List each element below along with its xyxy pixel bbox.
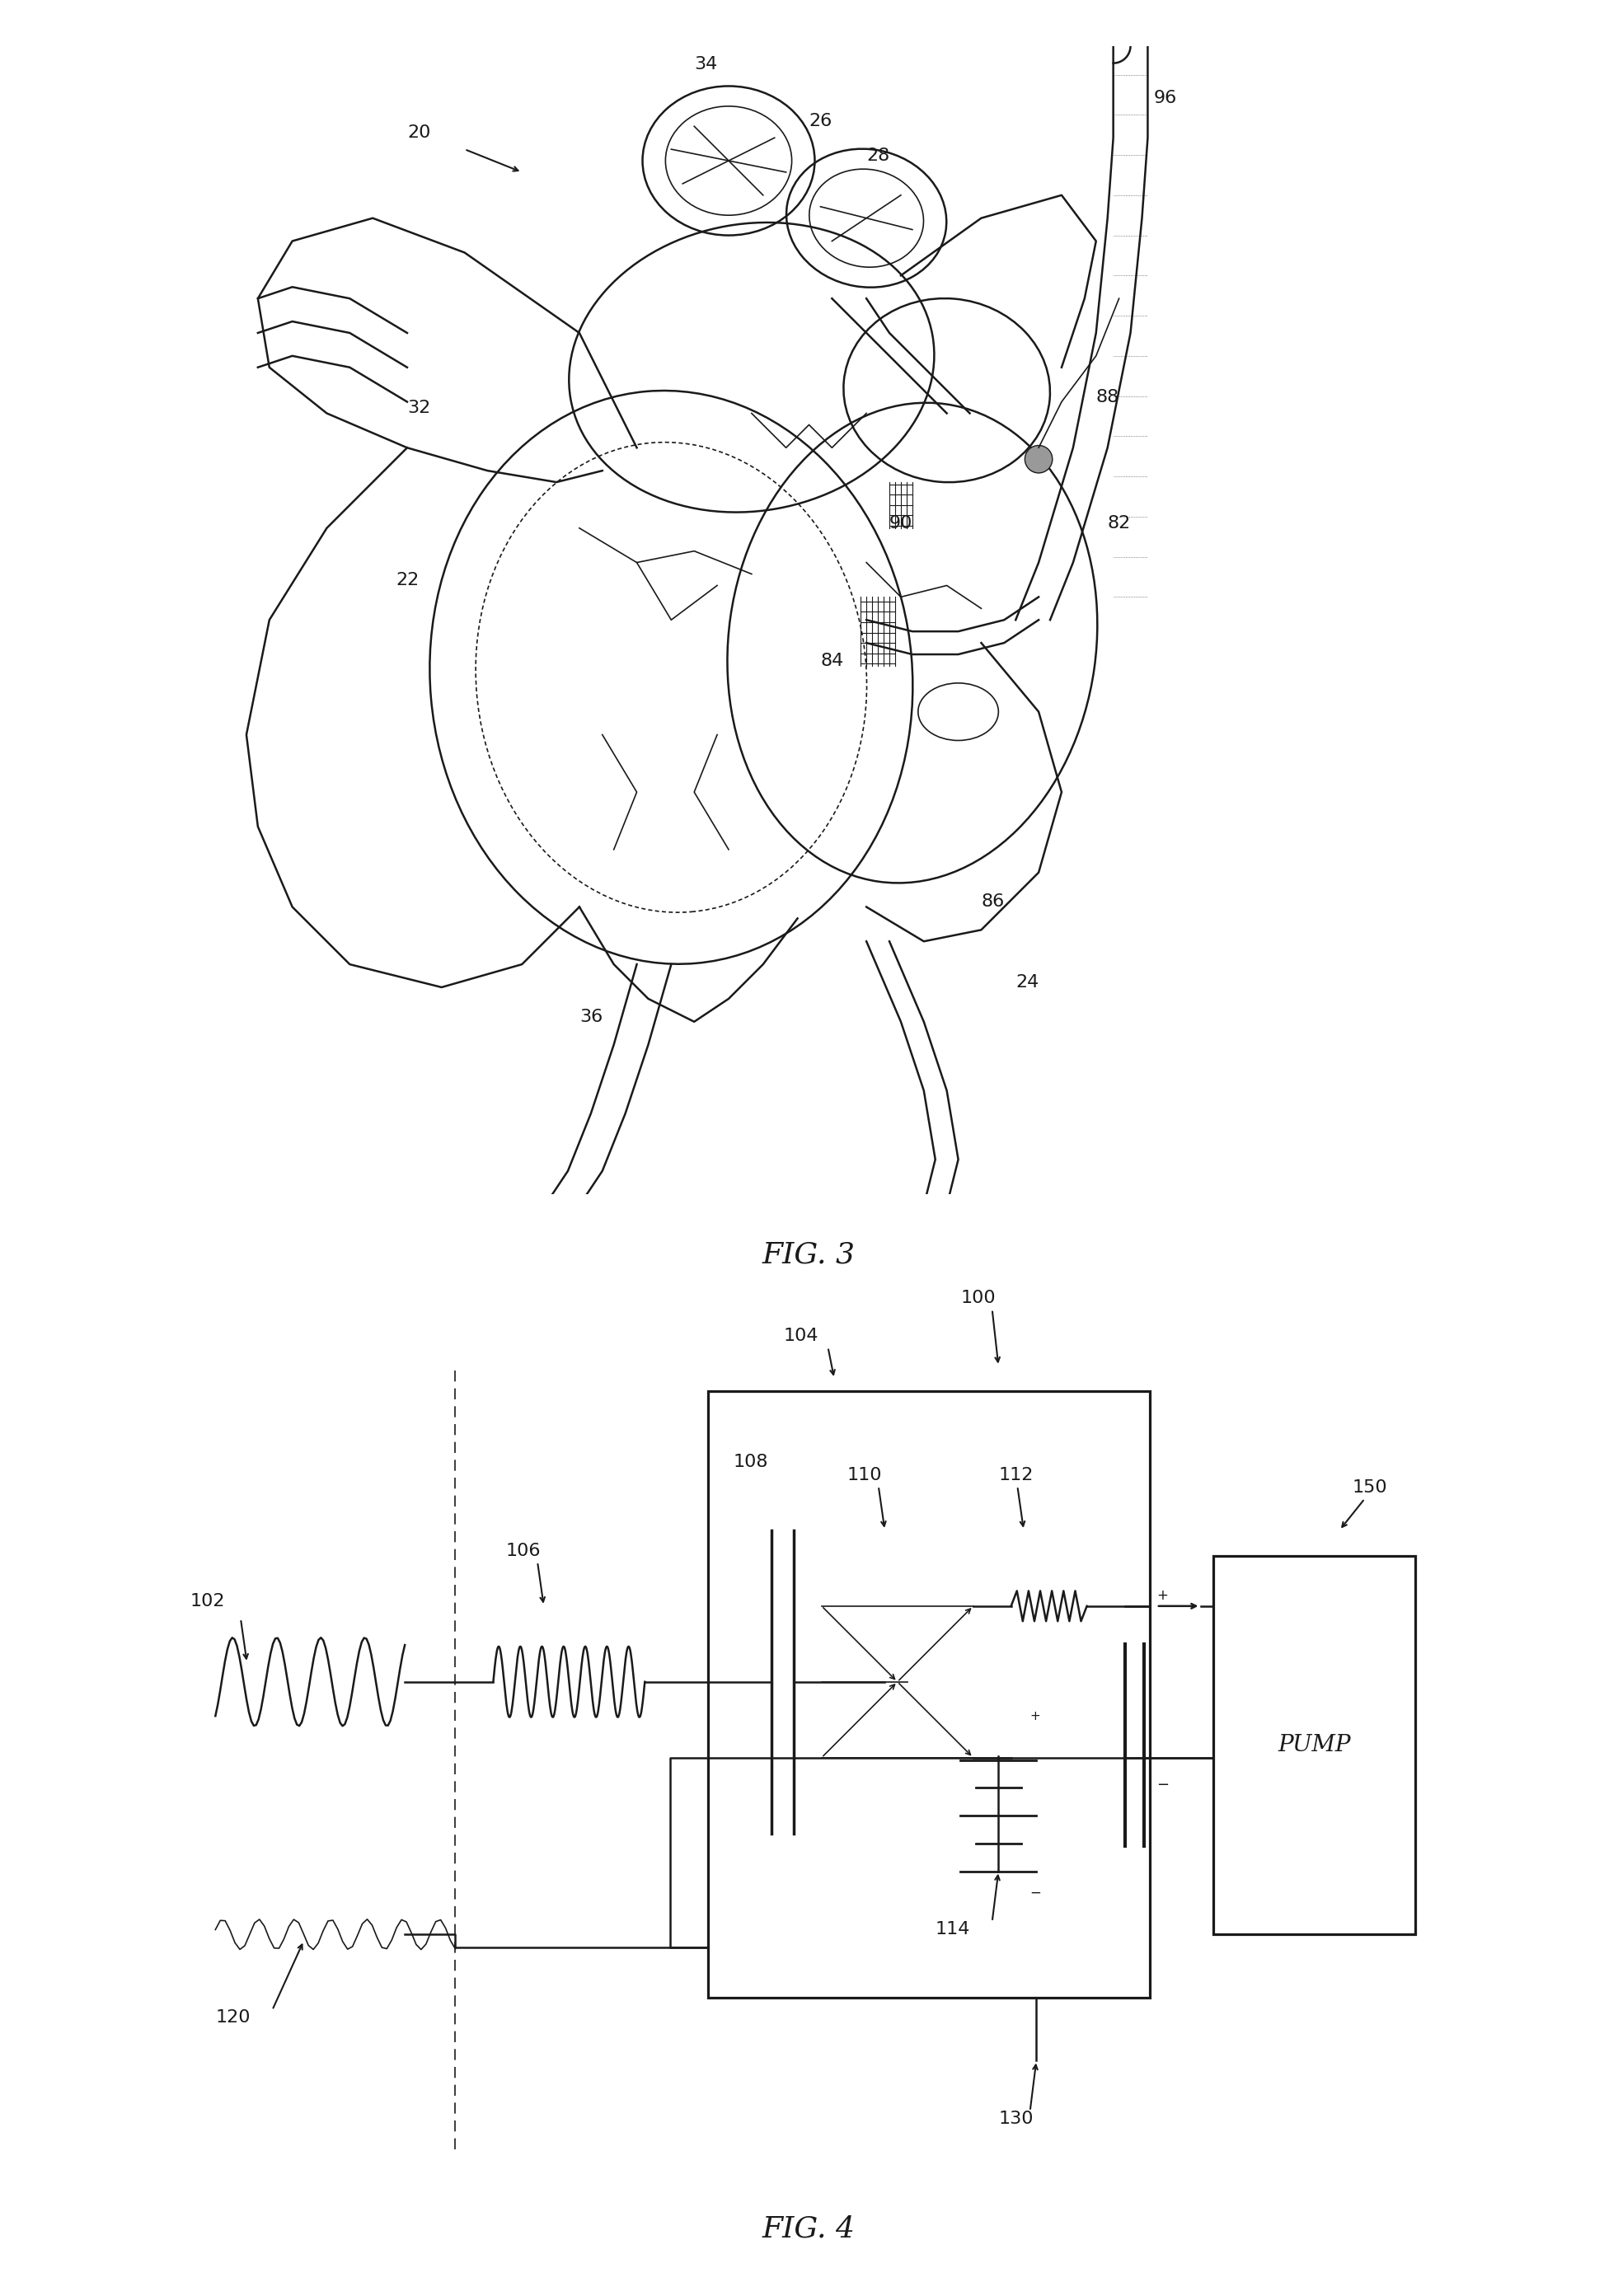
- Text: −: −: [1031, 1885, 1042, 1899]
- Text: +: +: [1031, 1711, 1040, 1722]
- Text: 90: 90: [890, 514, 913, 530]
- Text: 26: 26: [809, 113, 832, 129]
- Text: 84: 84: [820, 652, 843, 668]
- Text: 112: 112: [998, 1467, 1034, 1483]
- Bar: [709, 1391, 1150, 1998]
- Text: 36: 36: [579, 1008, 602, 1024]
- Text: PUMP: PUMP: [1278, 1733, 1351, 1756]
- Text: 20: 20: [408, 124, 430, 140]
- Text: 106: 106: [506, 1543, 540, 1559]
- Text: +: +: [1157, 1589, 1168, 1603]
- Text: 120: 120: [215, 2009, 251, 2025]
- Circle shape: [1024, 445, 1052, 473]
- Text: 100: 100: [961, 1290, 995, 1306]
- Text: 86: 86: [981, 893, 1005, 909]
- Text: 88: 88: [1095, 388, 1120, 404]
- Bar: [1214, 1557, 1416, 1933]
- Text: 102: 102: [191, 1593, 225, 1609]
- Text: 22: 22: [396, 572, 419, 588]
- Text: −: −: [1157, 1777, 1168, 1793]
- Text: FIG. 3: FIG. 3: [762, 1240, 856, 1270]
- Text: 150: 150: [1353, 1479, 1387, 1495]
- Text: 28: 28: [866, 147, 890, 163]
- Text: 114: 114: [935, 1922, 971, 1938]
- Text: 104: 104: [783, 1327, 819, 1343]
- Text: 32: 32: [408, 400, 430, 416]
- Text: 82: 82: [1108, 514, 1131, 530]
- Text: 130: 130: [998, 2110, 1034, 2126]
- Text: 108: 108: [733, 1453, 769, 1469]
- Text: 96: 96: [1154, 90, 1176, 106]
- Text: 24: 24: [1016, 974, 1039, 990]
- Text: 110: 110: [846, 1467, 882, 1483]
- Text: 34: 34: [694, 55, 717, 71]
- Text: FIG. 4: FIG. 4: [762, 2216, 856, 2243]
